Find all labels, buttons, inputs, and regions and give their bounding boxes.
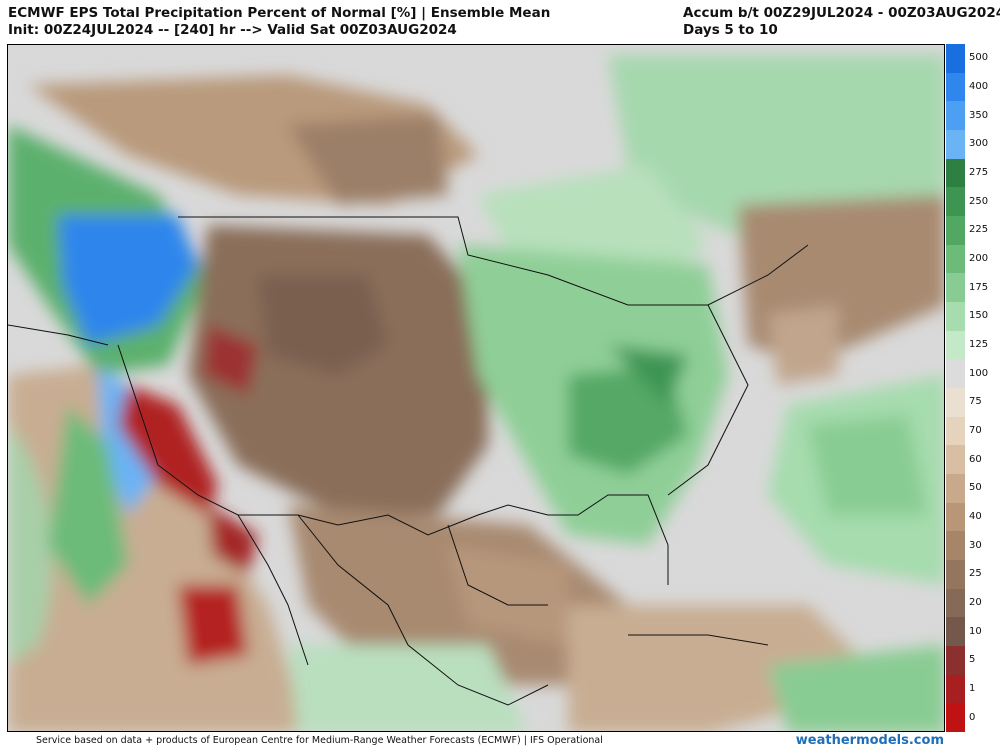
colorbar-segment [946,72,965,102]
colorbar-segment [946,44,965,74]
colorbar-segment [946,416,965,446]
init-valid-line: Init: 00Z24JUL2024 -- [240] hr --> Valid… [8,22,457,38]
colorbar-segment [946,216,965,246]
colorbar-segment [946,330,965,360]
accumulation-period: Accum b/t 00Z29JUL2024 - 00Z03AUG2024 [683,5,1000,21]
colorbar-segment [946,101,965,131]
pacific-coast-north [8,324,109,346]
colorbar-tick-label: 300 [969,138,989,150]
boundary-lines [8,216,809,706]
colorbar-tick-label: 10 [969,625,982,637]
colorbar-segment [946,474,965,504]
colorbar-segment [946,359,965,389]
colorbar-tick-label: 25 [969,568,982,580]
colorbar-segment [946,244,965,274]
colorbar-segment [946,560,965,590]
footer-credit: Service based on data + products of Euro… [36,735,603,746]
colorbar-segment [946,531,965,561]
colorbar-segment [946,502,965,532]
colorbar-tick-label: 50 [969,482,982,494]
map-canvas [8,45,944,731]
colorbar-tick-label: 250 [969,195,989,207]
days-range: Days 5 to 10 [683,22,778,38]
colorbar-segment [946,187,965,217]
colorbar-tick-label: 175 [969,281,989,293]
colorbar-tick-label: 20 [969,597,982,608]
colorbar-tick-label: 125 [969,339,989,350]
colorbar-segment [946,674,965,704]
colorbar-tick-label: 100 [969,367,989,379]
colorbar-tick-label: 150 [969,310,989,322]
colorbar-tick-label: 275 [969,167,989,178]
caribbean-islands [628,634,769,646]
map-title: ECMWF EPS Total Precipitation Percent of… [8,5,551,21]
colorbar-tick-label: 60 [969,453,982,465]
colorbar-segment [946,130,965,160]
colorbar-tick-label: 225 [969,224,989,236]
colorbar-segment [946,158,965,188]
colorbar-segment [946,646,965,676]
colorbar-segment [946,302,965,332]
colorbar-segment [946,273,965,303]
us-canada-border [178,216,809,306]
brand-link[interactable]: weathermodels.com [795,733,944,748]
us-south-coast [117,344,669,585]
precipitation-map[interactable] [7,44,945,732]
colorbar-tick-label: 400 [969,81,989,92]
colorbar-tick-label: 5 [969,654,976,666]
mexico-coast [297,514,549,706]
colorbar-tick-label: 40 [969,511,982,522]
colorbar-segment [946,703,965,733]
colorbar-tick-label: 30 [969,539,982,551]
colorbar-tick-label: 0 [969,711,976,723]
colorbar-segment [946,388,965,418]
precip-field [8,55,944,731]
gulf-coast [447,524,548,606]
colorbar-tick-label: 350 [969,109,989,121]
colorbar-segment [946,445,965,475]
colorbar-tick-label: 500 [969,52,989,64]
colorbar [946,44,965,733]
colorbar-tick-label: 200 [969,253,989,264]
colorbar-tick-label: 70 [969,425,982,436]
colorbar-tick-label: 75 [969,396,982,408]
colorbar-segment [946,617,965,647]
colorbar-tick-label: 1 [969,683,976,694]
colorbar-segment [946,588,965,618]
baja-peninsula [237,514,309,666]
us-east-coast [667,304,749,496]
